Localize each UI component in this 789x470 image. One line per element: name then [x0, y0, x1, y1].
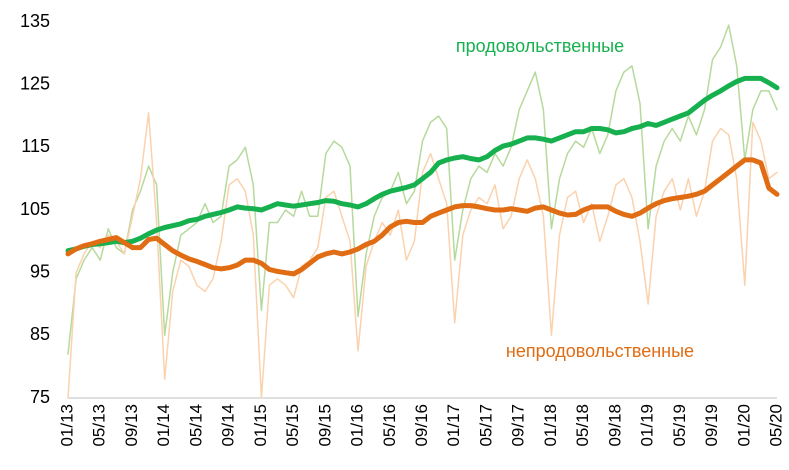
x-tick-label: 09/18 — [605, 404, 624, 447]
series-label: продовольственные — [456, 36, 624, 56]
y-tick-label: 75 — [30, 387, 50, 407]
x-tick-label: 05/13 — [90, 404, 109, 447]
x-tick-label: 09/14 — [219, 404, 238, 447]
x-tick-label: 05/14 — [186, 404, 205, 447]
y-tick-label: 85 — [30, 324, 50, 344]
series-line — [67, 112, 778, 399]
y-tick-label: 95 — [30, 261, 50, 281]
x-tick-label: 09/13 — [122, 404, 141, 447]
x-tick-label: 05/16 — [380, 404, 399, 447]
y-tick-label: 125 — [20, 73, 50, 93]
x-tick-label: 01/14 — [154, 404, 173, 447]
x-tick-label: 05/17 — [476, 404, 495, 447]
x-tick-label: 01/13 — [57, 404, 76, 447]
y-tick-label: 115 — [21, 136, 50, 156]
series-label: непродовольственные — [506, 341, 694, 361]
series-line — [65, 157, 780, 277]
x-tick-label: 01/16 — [348, 404, 367, 447]
x-tick-label: 09/19 — [702, 404, 721, 447]
y-tick-label: 105 — [20, 199, 50, 219]
x-tick-label: 09/16 — [412, 404, 431, 447]
x-tick-label: 01/17 — [444, 404, 463, 447]
y-tick-label: 135 — [20, 11, 50, 31]
x-tick-label: 05/19 — [670, 404, 689, 447]
x-tick-label: 05/15 — [283, 404, 302, 447]
series-line — [65, 75, 780, 254]
x-tick-label: 01/15 — [251, 404, 270, 447]
x-tick-label: 05/18 — [573, 404, 592, 447]
x-tick-label: 09/17 — [509, 404, 528, 447]
x-tick-label: 09/15 — [315, 404, 334, 447]
x-tick-label: 01/19 — [638, 404, 657, 447]
x-tick-label: 01/18 — [541, 404, 560, 447]
series-line — [67, 24, 778, 355]
x-tick-label: 05/20 — [766, 404, 785, 447]
x-tick-label: 01/20 — [734, 404, 753, 447]
